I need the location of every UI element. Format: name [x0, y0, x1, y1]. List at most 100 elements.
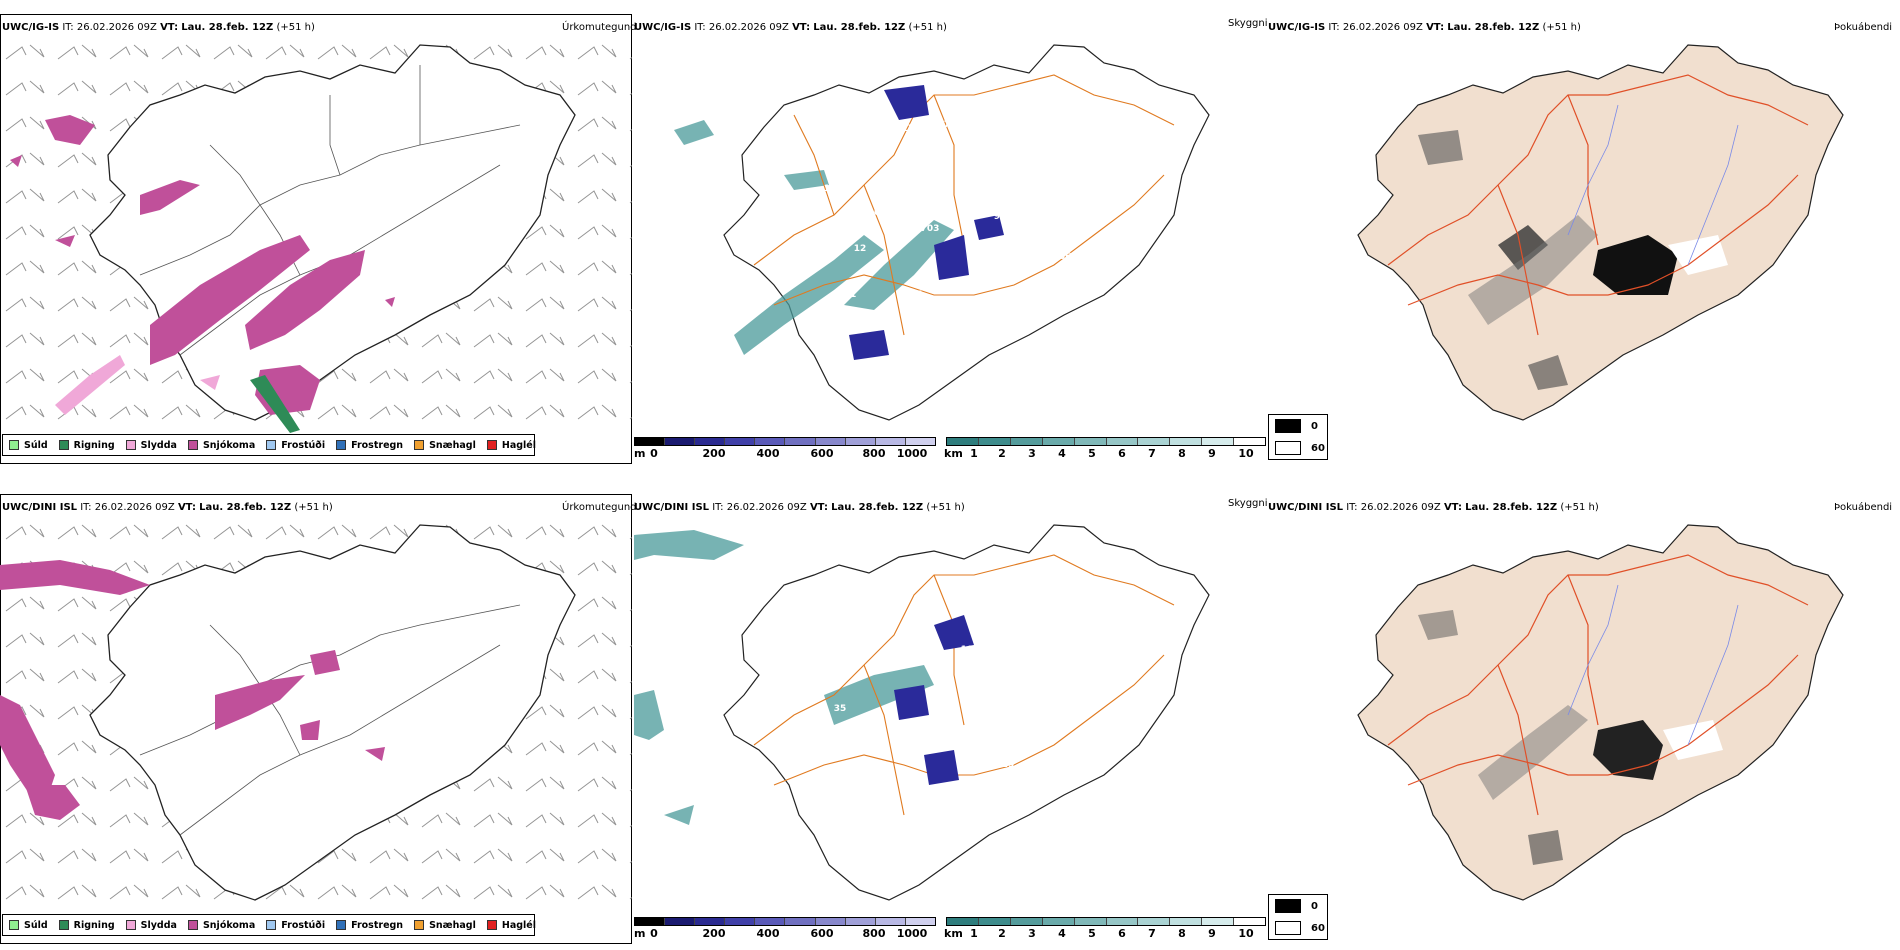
low-visibility-areas — [674, 120, 954, 355]
cloud-label: 12 — [854, 244, 867, 254]
visibility-colorbar-2 — [946, 917, 1266, 926]
lead-time: (+51 h) — [276, 22, 315, 33]
cloud-label: 468 — [893, 212, 912, 222]
legend-swatch — [336, 920, 347, 930]
visibility-unit: km — [944, 927, 963, 940]
lead-time: (+51 h) — [926, 502, 965, 513]
iceland-outline — [1357, 44, 1844, 421]
legend-label: Snjókoma — [202, 919, 256, 931]
tick-label: 1 — [970, 927, 978, 940]
fog-legend-label: 0 — [1311, 420, 1318, 432]
cloud-label: 134 — [999, 238, 1018, 248]
tick-label: 2 — [998, 447, 1006, 460]
tick-label: 9 — [1208, 447, 1216, 460]
legend-item: Slydda — [125, 440, 177, 451]
model-name: UWC/DINI ISL — [634, 502, 710, 513]
legend-item: Rigning — [58, 439, 115, 451]
cloud-label: 13 — [824, 184, 837, 194]
tick-label: 3 — [1028, 447, 1036, 460]
tick-label: 9 — [1208, 927, 1216, 940]
legend-label: Frostregn — [351, 919, 404, 931]
tick-label: 0 — [650, 927, 658, 940]
legend-swatch — [414, 440, 425, 450]
tick-label: 4 — [1058, 927, 1066, 940]
it-value: 26.02.2026 09Z — [94, 502, 175, 513]
fog-legend-label: 60 — [1311, 442, 1325, 454]
legend-label: Rigning — [73, 919, 115, 931]
legend-item: Súld — [9, 920, 48, 931]
legend-swatch — [125, 440, 136, 450]
it-value: 26.02.2026 09Z — [1342, 22, 1423, 33]
model-name: UWC/DINI ISL — [2, 502, 78, 513]
cloud-label: 88 — [858, 136, 871, 146]
cloud-label: 106 — [1059, 814, 1078, 824]
cloud-label: 35 — [834, 704, 847, 714]
it-label: IT: — [1328, 22, 1340, 33]
tick-label: 200 — [702, 447, 726, 460]
legend-label: Rigning — [73, 439, 115, 451]
vt-label: VT: — [177, 502, 196, 513]
cloud-base-areas — [894, 615, 974, 785]
precip-map-1 — [0, 35, 632, 435]
tick-label: 1000 — [896, 447, 928, 460]
it-label: IT: — [1346, 502, 1358, 513]
legend-label: Súld — [24, 439, 48, 451]
tick-label: 5 — [1088, 927, 1096, 940]
fog-legend-row: 60 — [1275, 441, 1325, 455]
cloud-label: 166 — [891, 722, 910, 732]
vt-value: Lau. 28.feb. 12Z — [1447, 22, 1540, 33]
legend-swatch — [125, 920, 136, 930]
visibility-type-label-2: Skyggni — [1228, 498, 1268, 509]
vt-value: Lau. 28.feb. 12Z — [831, 502, 924, 513]
cloud-label: 118 — [1013, 222, 1032, 232]
model-name: UWC/IG-IS — [1268, 22, 1326, 33]
legend-item: Snæhagl — [414, 920, 476, 931]
vt-value: Lau. 28.feb. 12Z — [199, 502, 292, 513]
tick-label: 10 — [1238, 927, 1254, 940]
legend-item: Snjókoma — [187, 919, 256, 931]
tick-label: 1 — [970, 447, 978, 460]
cloud-label: 63 — [830, 146, 843, 156]
legend-swatch — [58, 440, 69, 450]
cloud-base-colorbar-2 — [634, 917, 936, 926]
model-name: UWC/IG-IS — [634, 22, 692, 33]
fog-type-label-2: Þokuábendi — [1834, 502, 1893, 513]
legend-label: Haglél — [501, 919, 536, 931]
fog-legend-1: 0 60 — [1268, 414, 1328, 460]
iceland-outline — [89, 524, 576, 901]
cloud-base-labels: 21 200 63 88 22 17 79 20 13 21 20 468 10… — [686, 120, 1075, 348]
tick-label: 600 — [810, 927, 834, 940]
fog-map-1 — [1357, 44, 1844, 421]
cloud-label: 21 — [780, 198, 793, 208]
cloud-label: 106 — [961, 645, 980, 655]
fog-legend-label: 0 — [1311, 900, 1318, 912]
fog-legend-row: 60 — [1275, 921, 1325, 935]
legend-swatch — [187, 440, 198, 450]
cloud-label: 22 — [880, 140, 893, 150]
tick-label: 6 — [1118, 447, 1126, 460]
fog-legend-2: 0 60 — [1268, 894, 1328, 940]
it-label: IT: — [80, 502, 92, 513]
cloud-label: 99 — [994, 212, 1007, 222]
cloud-label: 55 — [1016, 776, 1029, 786]
it-value: 26.02.2026 09Z — [726, 502, 807, 513]
vt-label: VT: — [160, 22, 179, 33]
cloud-label: 106 — [937, 730, 956, 740]
vt-value: Lau. 28.feb. 12Z — [1465, 502, 1558, 513]
cloud-label: 29 — [1002, 760, 1015, 770]
legend-swatch — [336, 440, 347, 450]
fog-title-1: UWC/IG-IS IT: 26.02.2026 09Z VT: Lau. 28… — [1268, 22, 1581, 33]
fog-swatch-dark — [1275, 899, 1301, 913]
tick-label: 2 — [998, 927, 1006, 940]
vt-label: VT: — [1426, 22, 1445, 33]
precip-title-1: UWC/IG-IS IT: 26.02.2026 09Z VT: Lau. 28… — [2, 22, 315, 33]
visibility-title-1: UWC/IG-IS IT: 26.02.2026 09Z VT: Lau. 28… — [634, 22, 947, 33]
model-name: UWC/IG-IS — [2, 22, 60, 33]
cloud-label: 166 — [1053, 252, 1072, 262]
it-label: IT: — [712, 502, 724, 513]
cloud-label: 79 — [944, 120, 957, 130]
legend-swatch — [58, 920, 69, 930]
tick-label: 1000 — [896, 927, 928, 940]
legend-item: Frostregn — [336, 920, 403, 931]
legend-label: Slydda — [140, 919, 177, 931]
